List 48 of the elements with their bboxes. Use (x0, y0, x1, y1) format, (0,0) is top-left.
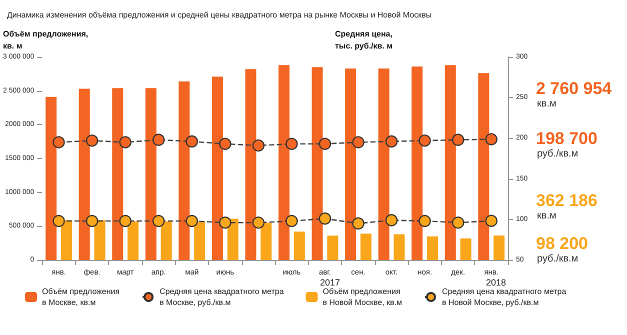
legend-label: Средняя цена квадратного метра в Москве, руб./кв.м (160, 287, 284, 307)
point (418, 214, 431, 228)
bar (427, 236, 438, 260)
text: 2017 (320, 278, 340, 288)
text: 2 760 954 кв.м (536, 79, 612, 110)
point (385, 135, 398, 148)
bar (360, 234, 372, 260)
point (52, 136, 65, 148)
point (86, 214, 98, 228)
point (452, 216, 464, 229)
point (119, 214, 132, 228)
point (186, 135, 198, 148)
bar (494, 235, 505, 260)
y-axis-title: Объём предложения, кв. м (3, 30, 88, 50)
point (485, 133, 498, 146)
bar (327, 236, 338, 260)
point (252, 139, 265, 152)
point (318, 212, 332, 225)
legend-label: Объём предложения в Новой Москве, кв.м (322, 287, 402, 307)
point (52, 214, 65, 228)
point (485, 214, 498, 227)
point (318, 138, 332, 150)
point (152, 134, 165, 146)
chart-title: Динамика изменения объёма предложения и средней цены квадратного метра на рынке Москвы и Новой Москвы (7, 10, 432, 20)
legend-label: Средняя цена квадратного метра в Новой Москве, руб./кв.м (442, 287, 567, 307)
text: 98 200 руб./кв.м (536, 234, 588, 264)
text: 362 186 кв.м (536, 191, 598, 222)
point (452, 134, 464, 146)
point (219, 216, 232, 229)
point (352, 136, 364, 148)
text: 2018 (486, 278, 506, 288)
bar (394, 234, 405, 260)
bar (460, 238, 472, 260)
point (418, 134, 431, 147)
point (119, 136, 132, 148)
point (252, 216, 265, 229)
point (152, 214, 165, 228)
y2-axis-title: Средняя цена, тыс. руб./кв. м (335, 30, 393, 50)
point (352, 217, 364, 230)
legend-label: Объём предложения в Москве, кв.м (42, 287, 120, 307)
point (286, 214, 298, 228)
point (286, 138, 298, 150)
text: 198 700 руб./кв.м (536, 129, 598, 160)
point (219, 138, 232, 150)
point (186, 214, 198, 228)
point (86, 134, 98, 147)
point (385, 214, 398, 226)
bar (294, 232, 305, 260)
